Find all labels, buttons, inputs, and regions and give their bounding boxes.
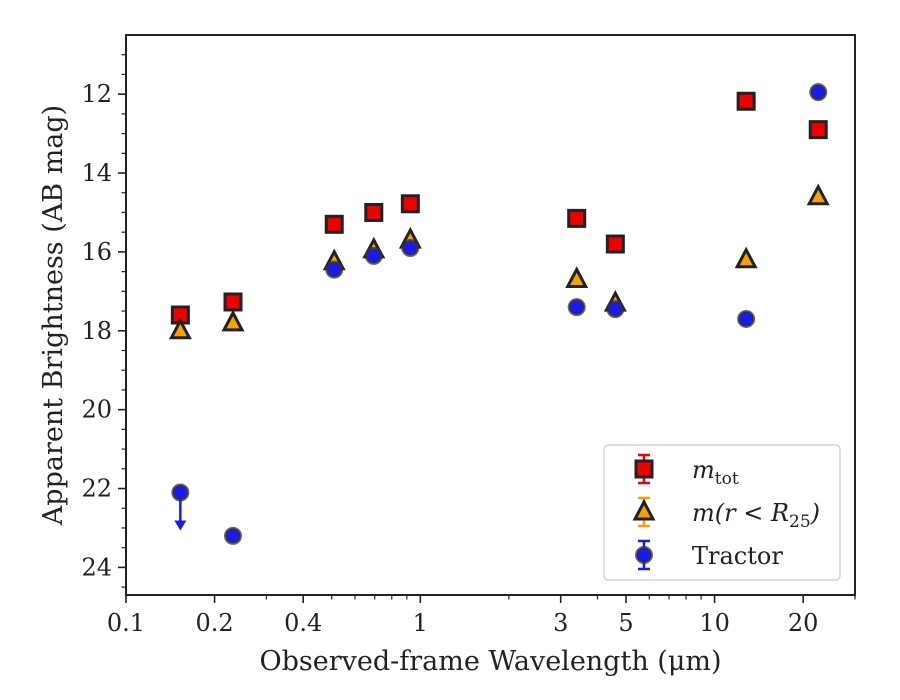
data-point-circle (224, 526, 243, 545)
legend-box (603, 444, 841, 581)
plot-frame (125, 34, 856, 596)
y-tick-label: 20 (81, 396, 112, 424)
data-point-triangle (734, 246, 758, 269)
data-point-square (567, 208, 587, 228)
x-tick-label: 10 (699, 609, 730, 637)
data-point-triangle (221, 309, 245, 332)
data-point-circle (737, 309, 756, 328)
legend-marker-triangle (632, 498, 656, 521)
data-point-circle (364, 246, 383, 265)
legend: mtot m(r < R25) Tractor (603, 444, 841, 581)
x-axis-label: Observed-frame Wavelength (μm) (259, 646, 721, 677)
data-point-circle (567, 298, 586, 317)
legend-marker-circle (635, 546, 653, 564)
data-point-circle (325, 260, 344, 279)
data-point-triangle (565, 266, 589, 289)
data-point-square (400, 194, 420, 214)
series-square (170, 91, 828, 325)
x-tick-label: 0.2 (196, 609, 234, 637)
marks-layer (168, 83, 830, 545)
legend-label: Tractor (692, 542, 783, 570)
data-point-square (605, 234, 625, 254)
legend-label: mtot (692, 456, 739, 489)
legend-label: m(r < R25) (692, 499, 820, 532)
y-tick-label: 12 (81, 80, 112, 108)
x-tick-label: 0.4 (284, 609, 322, 637)
y-tick-label: 16 (81, 238, 112, 266)
upper-limit-arrowhead (174, 520, 187, 531)
y-tick-label: 18 (81, 317, 112, 345)
data-point-square (324, 214, 344, 234)
data-point-circle (809, 83, 828, 102)
y-tick-label: 24 (81, 553, 112, 581)
y-axis-label: Apparent Brightness (AB mag) (38, 105, 69, 526)
x-tick-label: 3 (553, 609, 568, 637)
legend-marker-square (634, 459, 654, 479)
data-point-square (736, 91, 756, 111)
x-tick-label: 5 (618, 609, 633, 637)
axes-layer: 0.1 0.2 0.4 1 3 5 10 20 12 14 16 18 20 22 24 (81, 54, 856, 637)
data-point-triangle (806, 183, 830, 206)
x-tick-label: 1 (413, 609, 428, 637)
data-point-circle (401, 238, 420, 257)
x-tick-label: 0.1 (107, 609, 145, 637)
x-tick-label: 20 (788, 609, 819, 637)
data-point-square (223, 292, 243, 312)
data-point-triangle (168, 317, 192, 340)
y-tick-label: 14 (81, 159, 112, 187)
series-circle (171, 83, 828, 545)
data-point-circle (606, 300, 625, 319)
y-tick-label: 22 (81, 475, 112, 503)
data-point-circle (171, 483, 190, 502)
data-point-square (364, 202, 384, 222)
series-triangle (168, 183, 830, 340)
data-point-square (808, 120, 828, 140)
